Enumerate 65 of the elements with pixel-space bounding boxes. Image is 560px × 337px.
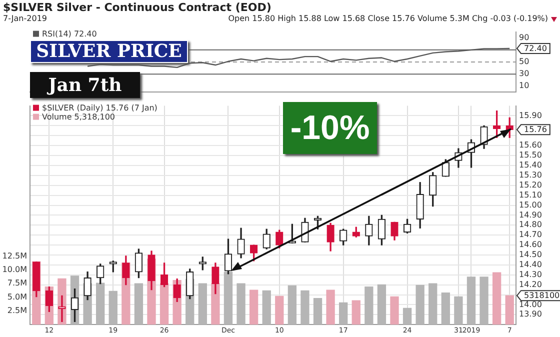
y2-tick-label: 7.5M (7, 278, 28, 288)
y-tick-label: 14.40 (519, 260, 542, 270)
bar (108, 290, 118, 325)
y-tick-label: 15.90 (519, 110, 542, 120)
y-tick-label: 14.50 (519, 250, 542, 260)
y2-tick-label: 2.5M (7, 306, 28, 316)
y-tick-label: 15.60 (519, 140, 542, 150)
y-tick-label: 15.30 (519, 170, 542, 180)
bar (416, 284, 424, 325)
y-tick-label: 50 (519, 57, 530, 66)
bar (326, 290, 335, 325)
bar (300, 290, 310, 325)
y-tick-label: 14.60 (519, 240, 542, 250)
annotation: Jan 7th (30, 72, 140, 98)
y-tick-label: 14.00 (519, 300, 542, 309)
y2-tick-label: 10.0M (2, 264, 28, 274)
y2-tick-label: 12.5M (2, 251, 28, 260)
bar (454, 296, 463, 325)
y-tick-label: 15.00 (519, 200, 542, 210)
text: Open 15.80 High 15.88 Low 15.68 Close 15.76 Volume 5.3M Chg -0.03 (-0.19%) (228, 14, 548, 23)
bar (492, 272, 502, 325)
bar (198, 283, 207, 325)
legend-label: Volume 5,318,100 (42, 112, 116, 122)
chart-subtitle: 7-Jan-2019 (3, 14, 47, 23)
bar (288, 285, 297, 325)
y-tick-label: 14.30 (519, 270, 542, 279)
y-tick-label: 15.50 (519, 150, 542, 160)
y-tick-label: 15.40 (519, 160, 542, 170)
bar (364, 286, 374, 325)
text: 5318100 (524, 291, 560, 300)
bar (480, 276, 488, 325)
bar (377, 284, 386, 325)
y-tick-label: 14.80 (519, 220, 542, 230)
bar (313, 298, 322, 325)
annotation: SILVER PRICE (30, 40, 188, 63)
annotation: 15.76 (524, 125, 547, 134)
y-tick-label: 90 (519, 32, 530, 42)
y-tick-label: 10 (519, 81, 530, 90)
chart-title: $SILVER Silver - Continuous Contract (EOD) (3, 1, 272, 14)
y-tick-label: 14.20 (519, 280, 542, 289)
annotation: -10% (283, 102, 377, 154)
y-tick-label: 15.10 (519, 190, 542, 200)
data-label: 72.40 (524, 44, 547, 54)
bar (339, 302, 348, 325)
bar (352, 300, 360, 325)
legend-label: RSI(14) 72.40 (42, 29, 97, 38)
y-tick-label: 30 (519, 69, 530, 78)
legend-label: $SILVER (Daily) 15.76 (7 Jan) (42, 103, 158, 112)
y-tick-label: 15.20 (519, 180, 542, 190)
y-tick-label: 13.90 (519, 310, 542, 319)
bar (275, 296, 284, 325)
y2-tick-label: 5.0M (7, 292, 28, 302)
bar (505, 295, 514, 325)
bar (390, 296, 399, 325)
bar (428, 283, 438, 325)
bar (466, 276, 476, 325)
bar (96, 282, 105, 325)
bar (249, 290, 258, 325)
y-tick-label: 14.70 (519, 230, 542, 240)
y-tick-label: 14.90 (519, 210, 542, 220)
bar (441, 292, 450, 325)
bar (402, 308, 412, 325)
bar (262, 290, 271, 325)
bar (236, 283, 246, 325)
bar (134, 283, 144, 325)
